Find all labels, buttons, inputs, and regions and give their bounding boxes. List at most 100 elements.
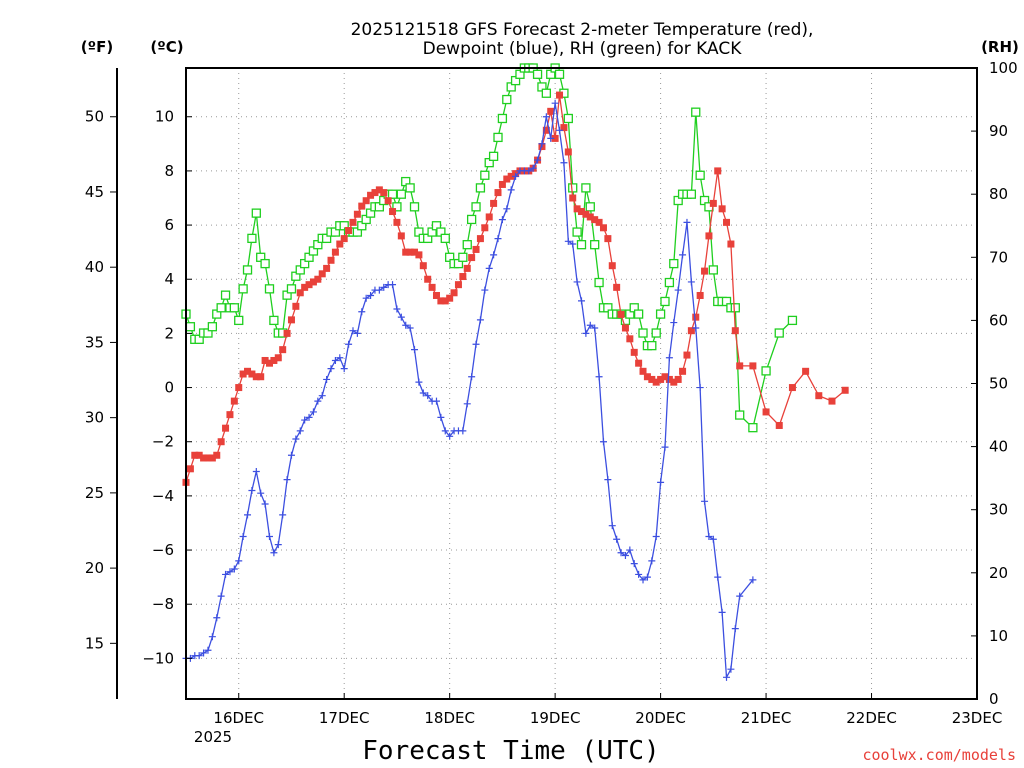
temperature-point xyxy=(613,283,621,291)
dewpoint-point xyxy=(270,549,278,557)
temperature-point xyxy=(564,148,572,156)
temperature-point xyxy=(331,248,339,256)
rh-tick-label: 100 xyxy=(989,59,1018,77)
rh-point xyxy=(708,265,718,275)
dewpoint-point xyxy=(635,570,643,578)
dewpoint-point xyxy=(415,378,423,386)
dewpoint-point xyxy=(718,608,726,616)
dewpoint-point xyxy=(336,354,344,362)
dewpoint-point xyxy=(507,186,515,194)
rh-point xyxy=(440,233,450,244)
temperature-point xyxy=(551,134,559,142)
temperature-point xyxy=(723,218,731,226)
dewpoint-point xyxy=(204,646,212,654)
rh-point xyxy=(660,296,670,307)
rh-point xyxy=(572,227,582,237)
rh-tick-label: 80 xyxy=(989,185,1008,203)
dewpoint-point xyxy=(230,565,238,573)
temperature-point xyxy=(314,275,322,283)
rh-point xyxy=(260,258,270,269)
temperature-point xyxy=(709,199,717,207)
dewpoint-point xyxy=(547,134,555,142)
dewpoint-point xyxy=(437,413,445,421)
dewpoint-point xyxy=(380,283,388,291)
temperature-point xyxy=(643,373,651,381)
x-tick-label: 18DEC xyxy=(424,709,475,727)
series-dewpoint xyxy=(182,99,757,681)
rh-line xyxy=(185,66,793,429)
rh-point xyxy=(669,258,679,269)
dewpoint-point xyxy=(389,281,397,289)
celsius-tick-label: −6 xyxy=(152,541,174,559)
temperature-point xyxy=(736,362,744,370)
celsius-tick-label: 10 xyxy=(155,108,174,126)
rh-point xyxy=(647,340,657,351)
temperature-point xyxy=(507,172,515,180)
temperature-point xyxy=(578,208,585,216)
dewpoint-point xyxy=(208,633,216,641)
rh-point xyxy=(787,315,798,326)
temperature-point xyxy=(498,180,506,188)
temperature-point xyxy=(490,199,498,207)
dewpoint-point xyxy=(406,324,414,332)
temperature-point xyxy=(217,438,225,446)
temperature-point xyxy=(402,248,410,256)
temperature-point xyxy=(476,235,484,243)
temperature-point xyxy=(692,313,700,321)
dewpoint-point xyxy=(305,413,313,421)
dewpoint-point xyxy=(613,535,621,543)
rh-point xyxy=(585,202,595,212)
fahrenheit-tick-label: 15 xyxy=(85,634,104,652)
temperature-point xyxy=(701,267,709,275)
temperature-point xyxy=(186,465,194,473)
temperature-point xyxy=(788,384,796,392)
dewpoint-point xyxy=(239,533,247,541)
dewpoint-point xyxy=(200,649,208,657)
rh-point xyxy=(581,183,591,193)
temperature-point xyxy=(204,454,212,462)
rh-point xyxy=(651,328,661,338)
year-label: 2025 xyxy=(194,728,232,746)
credit-text: coolwx.com/models xyxy=(862,746,1016,764)
temperature-point xyxy=(630,348,638,356)
temperature-point xyxy=(621,324,629,332)
dewpoint-point xyxy=(556,126,564,134)
dewpoint-point xyxy=(257,489,265,497)
dewpoint-line xyxy=(186,103,754,680)
temperature-point xyxy=(305,281,313,289)
temperature-point xyxy=(222,424,230,432)
fahrenheit-tick-label: 25 xyxy=(85,484,104,502)
temperature-point xyxy=(828,397,836,405)
x-tick-label: 23DEC xyxy=(952,709,1003,727)
dewpoint-point xyxy=(498,216,506,224)
rh-point xyxy=(502,94,512,105)
plot-frame xyxy=(185,67,978,700)
celsius-tick-label: 8 xyxy=(164,162,174,180)
rh-point xyxy=(269,315,279,326)
dewpoint-point xyxy=(586,321,594,329)
rh-point xyxy=(480,170,490,180)
dewpoint-point xyxy=(283,476,291,484)
chart-title-line1: 2025121518 GFS Forecast 2-meter Temperat… xyxy=(351,20,814,40)
temperature-point xyxy=(367,191,375,199)
rh-point xyxy=(563,113,573,124)
x-tick-label: 21DEC xyxy=(741,709,792,727)
dewpoint-point xyxy=(411,346,419,354)
celsius-tick-label: 6 xyxy=(164,216,174,234)
dewpoint-point xyxy=(353,329,361,337)
temperature-point xyxy=(674,375,682,383)
temperature-point xyxy=(670,378,678,386)
rh-point xyxy=(234,315,244,326)
temperature-point xyxy=(437,297,445,305)
rh-point xyxy=(392,202,402,212)
dewpoint-point xyxy=(463,400,471,408)
rh-point xyxy=(590,240,600,250)
rh-point xyxy=(774,328,784,338)
dewpoint-point xyxy=(318,392,326,400)
dewpoint-point xyxy=(512,172,520,180)
rh-point xyxy=(264,284,275,294)
temperature-point xyxy=(494,189,502,197)
temperature-point xyxy=(257,373,265,381)
temperature-point xyxy=(582,210,590,218)
dewpoint-point xyxy=(345,340,353,348)
